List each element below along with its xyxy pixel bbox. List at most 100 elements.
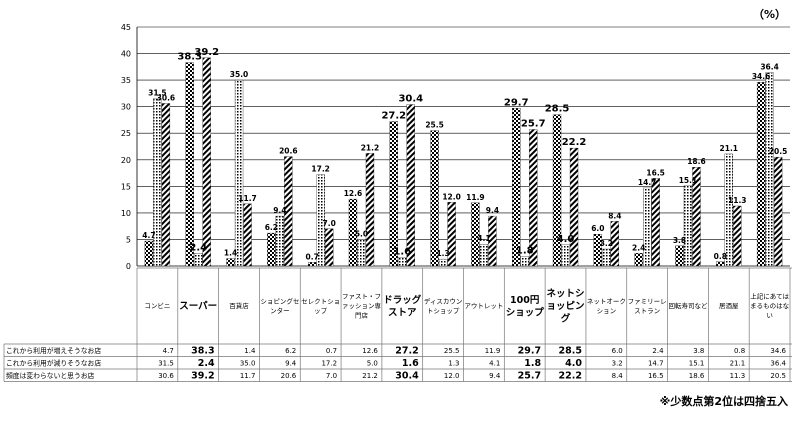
table-cell: 3.8 xyxy=(693,347,704,355)
data-label: 1.8 xyxy=(516,245,534,256)
bar-same xyxy=(610,221,619,267)
series-row-label: これから利用が減りそうなお店 xyxy=(6,358,101,367)
data-label: 30.4 xyxy=(398,94,423,105)
table-cell: 12.6 xyxy=(362,347,378,355)
y-tick-label: 45 xyxy=(121,23,131,32)
table-cell: 1.4 xyxy=(244,347,256,355)
category-label: ファミリーレストラン xyxy=(628,297,667,315)
data-label: 11.3 xyxy=(728,196,747,205)
table-cell: 3.2 xyxy=(612,359,623,367)
y-tick-label: 20 xyxy=(121,156,131,165)
bar-same xyxy=(569,147,579,267)
category-label: 百貨店 xyxy=(229,301,249,310)
table-cell: 0.8 xyxy=(734,347,745,355)
data-label: 22.2 xyxy=(562,137,587,148)
unit-label: （%） xyxy=(752,8,786,21)
table-cell: 16.5 xyxy=(648,372,664,380)
bar-same xyxy=(202,57,211,267)
category-label: 100円ショップ xyxy=(506,295,545,319)
data-label: 21.1 xyxy=(720,144,739,153)
series-row-label: 頻度は変わらないと思うお店 xyxy=(6,371,95,380)
bar-increase xyxy=(267,232,276,267)
bar-increase xyxy=(512,108,521,267)
data-label: 1.4 xyxy=(224,249,237,258)
table-cell: 27.2 xyxy=(395,345,418,356)
data-label: 35.0 xyxy=(230,70,249,79)
table-cell: 4.1 xyxy=(489,359,500,367)
bar-decrease xyxy=(602,248,611,267)
table-cell: 1.6 xyxy=(402,358,419,369)
category-label: セレクトショップ xyxy=(301,297,340,315)
table-cell: 39.2 xyxy=(191,370,214,381)
table-cell: 20.5 xyxy=(770,372,786,380)
y-tick-label: 40 xyxy=(121,50,131,59)
bar-same xyxy=(692,167,701,267)
bar-increase xyxy=(756,82,766,267)
data-label: 20.5 xyxy=(769,147,788,156)
bar-decrease xyxy=(683,185,693,267)
data-label: 12.0 xyxy=(442,192,461,201)
data-label: 30.6 xyxy=(157,93,176,102)
table-cell: 21.1 xyxy=(730,359,746,367)
y-tick-label: 35 xyxy=(121,76,131,85)
bar-decrease xyxy=(194,253,203,267)
bar-same xyxy=(365,153,375,267)
table-cell: 34.6 xyxy=(770,347,786,355)
y-tick-label: 10 xyxy=(121,209,131,218)
table-cell: 9.4 xyxy=(285,359,297,367)
bar-same xyxy=(325,228,334,267)
data-label: 6.0 xyxy=(591,224,604,233)
bar-same xyxy=(773,156,783,267)
category-label: ネットオークション xyxy=(587,297,626,315)
footnote: ※少数点第2位は四捨五入 xyxy=(659,395,788,408)
y-tick-label: 0 xyxy=(126,262,131,271)
table-cell: 11.9 xyxy=(485,347,501,355)
data-label: 38.3 xyxy=(177,52,202,63)
data-label: 29.7 xyxy=(504,97,529,108)
bar-decrease xyxy=(438,258,448,267)
data-label: 21.2 xyxy=(361,143,380,152)
table-cell: 8.4 xyxy=(612,372,624,380)
data-label: 11.7 xyxy=(238,194,257,203)
bar-decrease xyxy=(724,153,733,267)
bar-same xyxy=(284,156,293,267)
table-cell: 25.7 xyxy=(518,370,541,381)
data-label: 9.4 xyxy=(273,206,286,215)
table-cell: 1.8 xyxy=(524,358,541,369)
table-cell: 25.5 xyxy=(444,347,460,355)
table-cell: 30.6 xyxy=(158,372,174,380)
bar-increase xyxy=(185,62,194,267)
bar-increase xyxy=(634,253,643,267)
bar-same xyxy=(733,205,742,267)
table-cell: 6.0 xyxy=(612,347,623,355)
data-label: 39.2 xyxy=(194,47,219,58)
table-cell: 2.4 xyxy=(198,358,215,369)
data-label: 4.7 xyxy=(142,231,155,240)
data-label: 7.0 xyxy=(323,219,336,228)
data-label: 25.5 xyxy=(425,121,444,130)
table-cell: 4.0 xyxy=(565,358,582,369)
data-label: 1.3 xyxy=(436,249,449,258)
series-row-label: これから利用が増えそうなお店 xyxy=(6,346,101,355)
category-label: 回転寿司など xyxy=(668,301,708,310)
bar-increase xyxy=(308,262,317,267)
table-cell: 20.6 xyxy=(281,372,297,380)
bar-decrease xyxy=(479,244,489,267)
table-cell: 5.0 xyxy=(367,359,378,367)
table-cell: 29.7 xyxy=(518,345,541,356)
bar-same xyxy=(161,103,171,267)
table-cell: 17.2 xyxy=(321,359,337,367)
bar-increase xyxy=(675,245,684,267)
table-cell: 15.1 xyxy=(689,359,705,367)
y-tick-label: 30 xyxy=(121,103,131,112)
table-cell: 11.7 xyxy=(240,372,256,380)
data-label: 27.2 xyxy=(381,111,406,122)
bar-increase xyxy=(348,198,358,267)
data-label: 17.2 xyxy=(311,165,330,174)
data-label: 16.5 xyxy=(646,168,665,177)
table-cell: 12.0 xyxy=(444,372,460,380)
table-cell: 1.3 xyxy=(448,359,459,367)
bar-increase xyxy=(471,202,480,267)
table-cell: 4.7 xyxy=(163,347,174,355)
bar-decrease xyxy=(153,98,162,267)
